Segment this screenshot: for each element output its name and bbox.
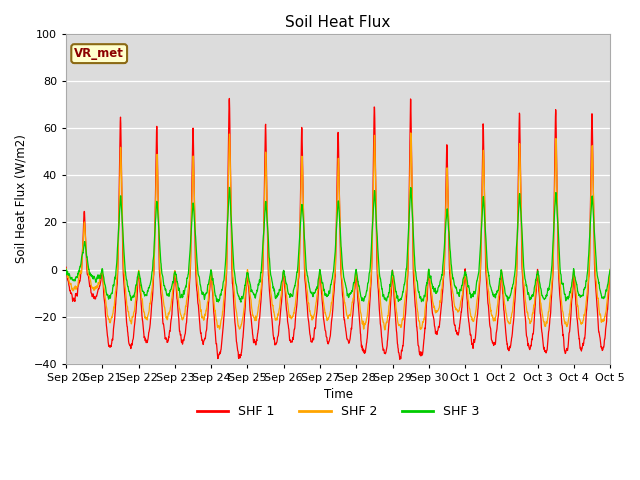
Y-axis label: Soil Heat Flux (W/m2): Soil Heat Flux (W/m2) — [15, 134, 28, 263]
Legend: SHF 1, SHF 2, SHF 3: SHF 1, SHF 2, SHF 3 — [191, 400, 484, 423]
Title: Soil Heat Flux: Soil Heat Flux — [285, 15, 391, 30]
Text: VR_met: VR_met — [74, 47, 124, 60]
X-axis label: Time: Time — [324, 388, 353, 401]
